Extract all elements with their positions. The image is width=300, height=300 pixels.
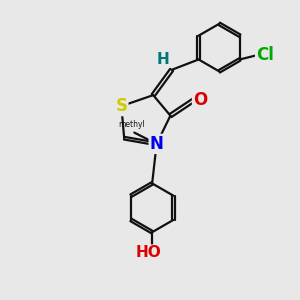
Text: O: O (193, 91, 207, 109)
Text: Cl: Cl (256, 46, 274, 64)
Text: N: N (150, 135, 164, 153)
Text: S: S (116, 97, 128, 115)
Text: methyl: methyl (118, 120, 145, 129)
Text: HO: HO (136, 245, 161, 260)
Text: H: H (156, 52, 169, 67)
